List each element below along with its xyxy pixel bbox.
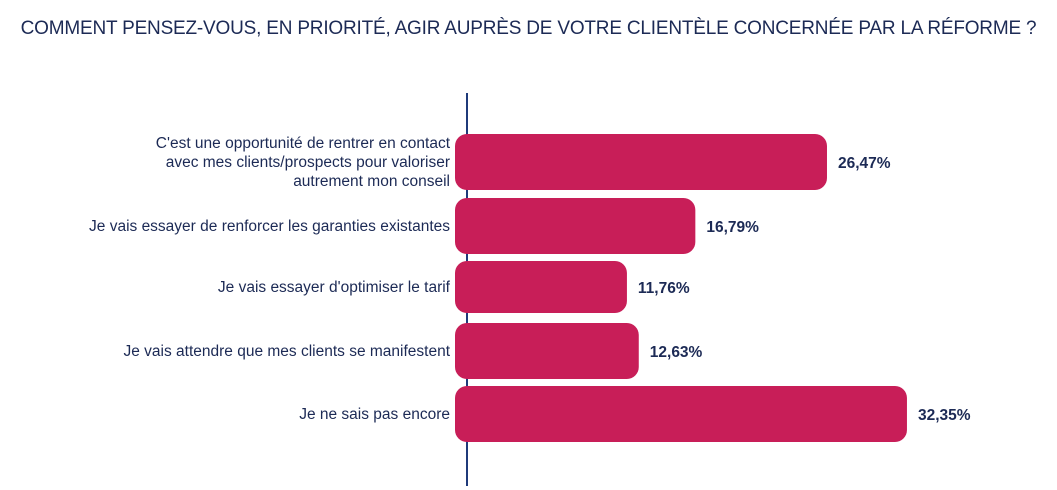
value-label-5: 32,35% <box>918 407 971 424</box>
value-label-2: 16,79% <box>706 219 759 236</box>
bar-4 <box>455 323 639 379</box>
category-label-2: Je vais essayer de renforcer les garanti… <box>89 218 450 235</box>
value-label-4: 12,63% <box>650 344 703 361</box>
value-label-1: 26,47% <box>838 155 891 172</box>
bar-1 <box>455 134 827 190</box>
category-label-line: Je vais essayer d'optimiser le tarif <box>218 279 451 296</box>
value-label-3: 11,76% <box>638 280 690 297</box>
category-label-3: Je vais essayer d'optimiser le tarif <box>218 279 451 296</box>
bar-2 <box>455 198 696 254</box>
category-label-1: C'est une opportunité de rentrer en cont… <box>156 135 451 190</box>
category-label-line: Je ne sais pas encore <box>299 406 450 423</box>
category-label-line: Je vais essayer de renforcer les garanti… <box>89 218 450 235</box>
bar-5 <box>455 386 907 442</box>
category-label-line: C'est une opportunité de rentrer en cont… <box>156 135 451 152</box>
chart-title: COMMENT PENSEZ-VOUS, EN PRIORITÉ, AGIR A… <box>20 18 1037 39</box>
bars-group: 26,47% C'est une opportunité de rentrer e… <box>89 134 971 442</box>
category-label-line: avec mes clients/prospects pour valorise… <box>166 154 450 171</box>
category-label-line: autrement mon conseil <box>293 173 450 190</box>
category-label-5: Je ne sais pas encore <box>299 406 450 423</box>
category-label-4: Je vais attendre que mes clients se mani… <box>123 343 450 360</box>
bar-3 <box>455 261 627 313</box>
category-label-line: Je vais attendre que mes clients se mani… <box>123 343 450 360</box>
